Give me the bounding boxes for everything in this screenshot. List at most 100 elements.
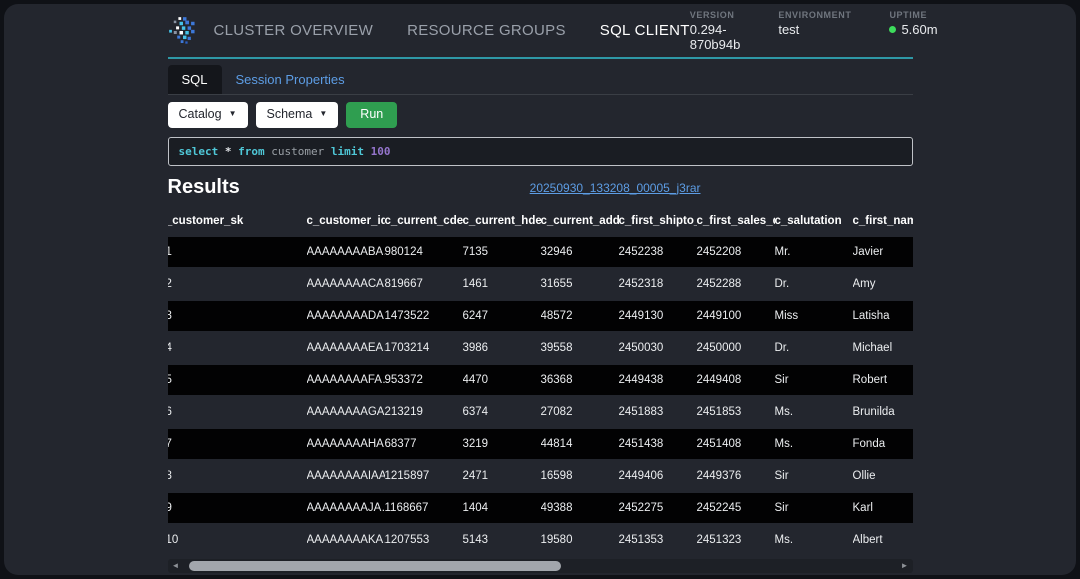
table-cell: 1404: [462, 501, 489, 514]
stat-uptime-value: 5.60m: [889, 22, 938, 37]
catalog-dropdown[interactable]: Catalog ▼: [167, 102, 248, 128]
table-cell: AAAAAAAAHA…: [306, 437, 385, 450]
table-cell: Robert: [852, 373, 888, 386]
table-cell: 1703214: [384, 341, 430, 354]
table-cell: 2452275: [618, 501, 664, 514]
table-cell: 36368: [540, 373, 573, 386]
table-cell: 819667: [384, 277, 423, 290]
table-row: 6 AAAAAAAAGA…213219 6374 27082 2451883 245185…: [168, 397, 913, 427]
scrollbar-thumb[interactable]: [188, 560, 561, 571]
table-cell: Karl: [852, 501, 873, 514]
table-cell: Michael: [852, 341, 893, 354]
stat-environment-label: ENVIRONMENT: [778, 9, 852, 20]
column-header: c_current_hde…: [462, 214, 541, 227]
table-cell: Ms.: [774, 437, 794, 450]
table-cell: 2450000: [696, 341, 742, 354]
tab-bar: SQL Session Properties: [167, 65, 913, 95]
scroll-right-arrow-icon[interactable]: ►: [900, 560, 909, 570]
results-table-viewport: c_customer_sk c_customer_idc_current_cde……: [167, 205, 913, 557]
table-cell: 2452238: [618, 245, 664, 258]
schema-dropdown-label: Schema: [266, 107, 313, 121]
table-cell: AAAAAAAAJA…: [306, 501, 385, 514]
table-cell: Latisha: [852, 309, 890, 322]
trino-logo-icon[interactable]: [168, 16, 198, 46]
sql-token-keyword: from: [238, 144, 265, 158]
table-cell: 44814: [540, 437, 573, 450]
table-cell: Sir: [774, 373, 789, 386]
table-cell: 49388: [540, 501, 573, 514]
table-cell: 2451353: [618, 533, 664, 546]
table-cell: 5143: [462, 533, 489, 546]
table-cell: 2452318: [618, 277, 664, 290]
horizontal-scrollbar[interactable]: ◄ ►: [167, 558, 913, 573]
chevron-down-icon: ▼: [319, 108, 328, 118]
table-cell: 2452245: [696, 501, 742, 514]
schema-dropdown[interactable]: Schema ▼: [255, 102, 339, 128]
table-cell: Mr.: [774, 245, 791, 258]
column-header: c_customer_id: [306, 214, 385, 227]
nav-cluster-overview[interactable]: CLUSTER OVERVIEW: [213, 22, 374, 39]
table-cell: AAAAAAAAEA…: [306, 341, 385, 354]
table-cell: Brunilda: [852, 405, 895, 418]
table-cell: 32946: [540, 245, 573, 258]
table-cell: Ollie: [852, 469, 876, 482]
table-cell: 68377: [384, 437, 417, 450]
stat-version: VERSION 0.294-870b94b: [690, 10, 741, 52]
table-cell: Dr.: [774, 341, 790, 354]
table-cell: 2451853: [696, 405, 742, 418]
table-cell: 213219: [384, 405, 423, 418]
table-cell: 2452208: [696, 245, 742, 258]
table-cell: 2449130: [618, 309, 664, 322]
stat-uptime: UPTIME 5.60m: [889, 10, 938, 52]
table-cell: Dr.: [774, 277, 790, 290]
query-id-link[interactable]: 20250930_133208_00005_j3rar: [529, 180, 701, 195]
table-cell: 953372: [384, 373, 423, 386]
table-cell: AAAAAAAAFA…: [306, 373, 385, 386]
table-cell: Sir: [774, 501, 789, 514]
table-cell: 6247: [462, 309, 489, 322]
table-row: 9 AAAAAAAAJA… 1168667 1404 49388 2452275 24522…: [167, 492, 913, 523]
scroll-left-arrow-icon[interactable]: ◄: [171, 560, 180, 570]
main-content: SQL Session Properties Catalog ▼ Schema …: [167, 65, 913, 575]
column-header: c_current_cde…: [384, 214, 463, 227]
nav-sql-client[interactable]: SQL CLIENT: [599, 22, 690, 39]
catalog-dropdown-label: Catalog: [178, 107, 222, 121]
table-cell: 2449438: [618, 373, 664, 386]
stat-version-label: VERSION: [689, 9, 735, 20]
table-cell: 31655: [540, 277, 573, 290]
table-cell: 7135: [462, 245, 489, 258]
tab-sql[interactable]: SQL: [167, 65, 222, 94]
table-cell: 2452288: [696, 277, 742, 290]
table-cell: AAAAAAAAKA…: [306, 533, 385, 546]
main-nav: CLUSTER OVERVIEW RESOURCE GROUPS SQL CLI…: [214, 22, 690, 39]
table-row: 8 AAAAAAAAIAA…1215897 2471 16598 2449406 2449…: [168, 461, 913, 491]
table-cell: Miss: [774, 309, 799, 322]
results-table: c_customer_sk c_customer_idc_current_cde……: [167, 205, 913, 557]
results-header: Results 20250930_133208_00005_j3rar: [168, 175, 913, 201]
table-cell: AAAAAAAACA…: [306, 277, 385, 290]
run-button[interactable]: Run: [346, 102, 398, 128]
nav-resource-groups[interactable]: RESOURCE GROUPS: [407, 22, 566, 39]
table-cell: 39558: [540, 341, 573, 354]
table-cell: 1473522: [384, 309, 430, 322]
column-header: c_first_shipto_…: [618, 214, 697, 227]
sql-editor[interactable]: select * from customer limit 100: [167, 136, 913, 166]
table-cell: AAAAAAAABA…: [306, 245, 385, 258]
table-cell: 3: [167, 309, 172, 322]
column-header: c_first_sales_d…: [696, 214, 775, 227]
table-cell: AAAAAAAAGA…: [306, 405, 385, 418]
table-cell: 2449100: [696, 309, 742, 322]
table-cell: 6374: [462, 405, 489, 418]
table-row: 1 AAAAAAAABA…980124 7135 32946 2452238 245220…: [167, 236, 913, 267]
column-header: c_salutation: [774, 214, 842, 227]
table-cell: 2: [167, 277, 172, 290]
table-cell: 6: [167, 405, 172, 418]
table-cell: 1168667: [384, 501, 429, 514]
tab-session-properties[interactable]: Session Properties: [235, 72, 345, 87]
stat-environment-value: test: [778, 21, 800, 37]
table-row: 10 AAAAAAAAKA…1207553 5143 19580 2451353 2451…: [168, 525, 913, 555]
stat-version-value: 0.294-870b94b: [689, 21, 741, 52]
table-row: 3 AAAAAAAADA…1473522 6247 48572 2449130 24491…: [167, 300, 913, 331]
table-cell: 16598: [540, 469, 573, 482]
column-header: c_first_name: [852, 214, 913, 227]
